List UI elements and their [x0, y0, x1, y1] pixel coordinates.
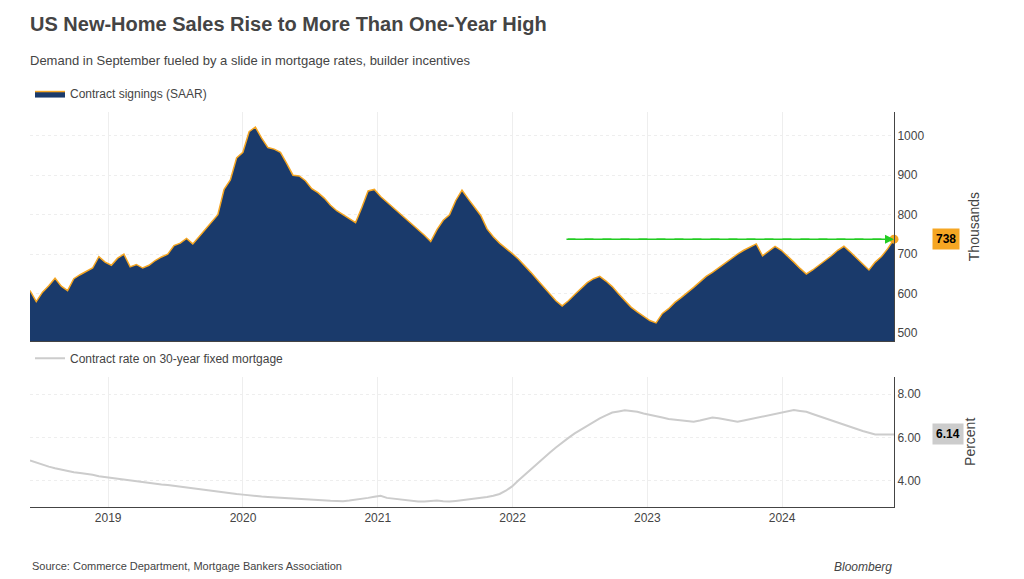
svg-text:600: 600 — [897, 287, 917, 301]
svg-text:800: 800 — [897, 208, 917, 222]
svg-text:8.00: 8.00 — [897, 387, 921, 401]
svg-text:Percent: Percent — [962, 418, 978, 466]
svg-text:4.00: 4.00 — [897, 474, 921, 488]
svg-text:6.00: 6.00 — [897, 431, 921, 445]
svg-text:700: 700 — [897, 247, 917, 261]
svg-text:Demand in September fueled by: Demand in September fueled by a slide in… — [30, 53, 471, 68]
svg-text:2024: 2024 — [769, 511, 796, 525]
svg-text:2021: 2021 — [364, 511, 391, 525]
svg-text:2023: 2023 — [634, 511, 661, 525]
svg-text:500: 500 — [897, 326, 917, 340]
svg-text:900: 900 — [897, 168, 917, 182]
svg-text:1000: 1000 — [897, 129, 924, 143]
svg-text:2022: 2022 — [499, 511, 526, 525]
svg-text:2019: 2019 — [95, 511, 122, 525]
svg-text:Contract rate on 30-year fixed: Contract rate on 30-year fixed mortgage — [70, 352, 283, 366]
svg-text:Source: Commerce Department, M: Source: Commerce Department, Mortgage Ba… — [32, 560, 342, 572]
svg-text:6.14: 6.14 — [936, 427, 960, 441]
svg-text:Bloomberg: Bloomberg — [834, 560, 892, 574]
svg-text:Thousands: Thousands — [966, 192, 982, 261]
svg-text:2020: 2020 — [230, 511, 257, 525]
svg-text:Contract signings (SAAR): Contract signings (SAAR) — [70, 87, 207, 101]
svg-text:US New-Home Sales Rise to More: US New-Home Sales Rise to More Than One-… — [30, 13, 547, 35]
svg-text:738: 738 — [936, 232, 956, 246]
